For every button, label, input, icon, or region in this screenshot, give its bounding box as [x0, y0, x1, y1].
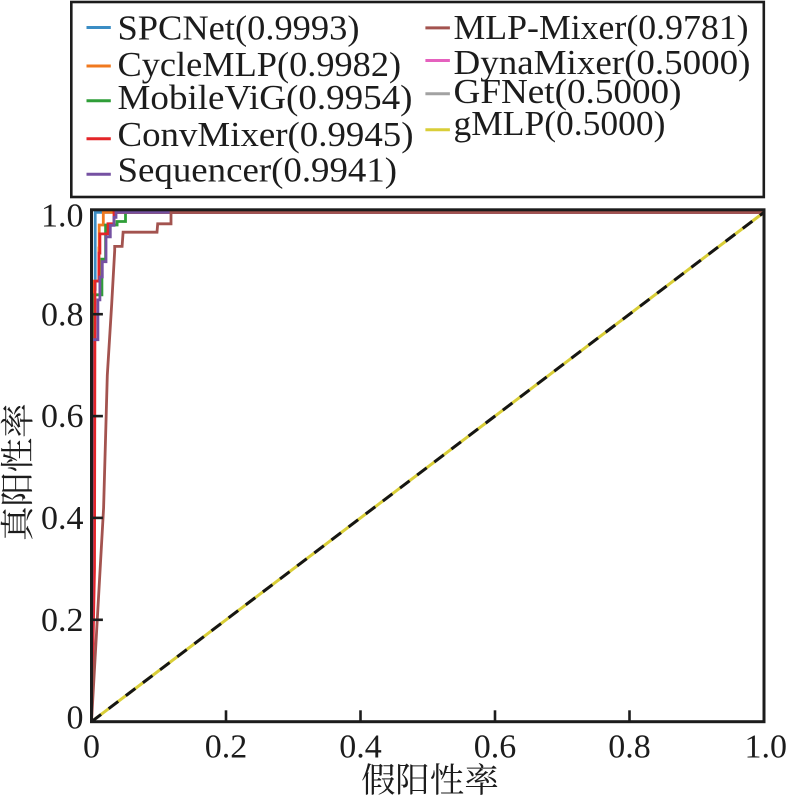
svg-text:gMLP(0.5000): gMLP(0.5000) — [454, 104, 666, 143]
svg-text:SPCNet(0.9993): SPCNet(0.9993) — [118, 9, 360, 48]
svg-text:0.6: 0.6 — [41, 398, 84, 435]
svg-text:0.6: 0.6 — [474, 729, 517, 766]
svg-text:0.2: 0.2 — [41, 602, 84, 639]
svg-text:0.4: 0.4 — [41, 500, 84, 537]
svg-text:ConvMixer(0.9945): ConvMixer(0.9945) — [118, 115, 414, 154]
svg-text:Sequencer(0.9941): Sequencer(0.9941) — [118, 151, 398, 190]
svg-text:CycleMLP(0.9982): CycleMLP(0.9982) — [118, 45, 402, 84]
svg-text:0: 0 — [67, 700, 84, 737]
svg-text:MobileViG(0.9954): MobileViG(0.9954) — [118, 78, 413, 117]
svg-text:1.0: 1.0 — [41, 197, 84, 234]
svg-text:0.2: 0.2 — [205, 729, 248, 766]
svg-text:0: 0 — [83, 729, 100, 766]
svg-text:DynaMixer(0.5000): DynaMixer(0.5000) — [454, 43, 751, 82]
svg-text:1.0: 1.0 — [745, 729, 788, 766]
svg-text:0.4: 0.4 — [339, 729, 382, 766]
svg-text:0.8: 0.8 — [608, 729, 651, 766]
svg-text:0.8: 0.8 — [41, 296, 84, 333]
svg-text:MLP-Mixer(0.9781): MLP-Mixer(0.9781) — [454, 8, 749, 47]
svg-text:GFNet(0.5000): GFNet(0.5000) — [454, 72, 682, 111]
